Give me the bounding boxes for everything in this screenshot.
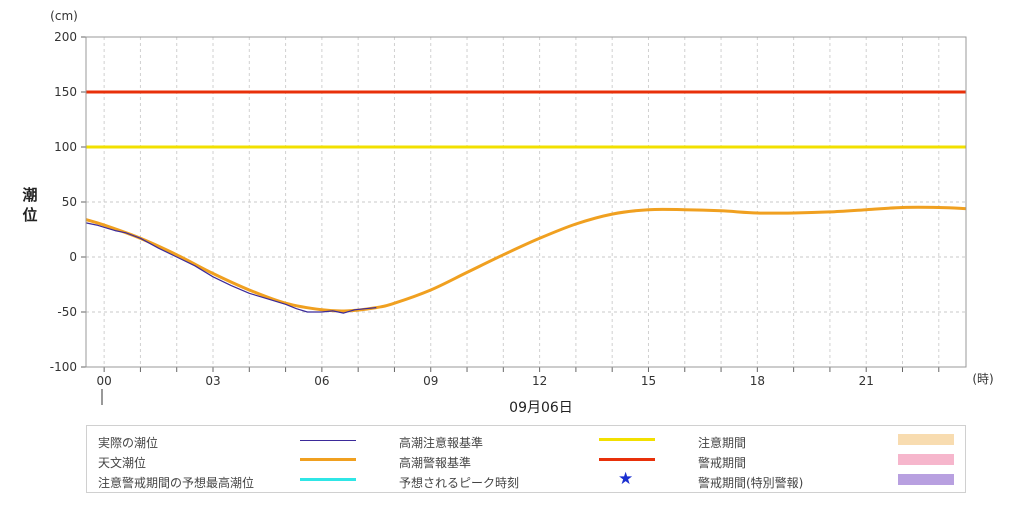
y-tick-label: 0 (69, 250, 77, 264)
astronomical-tide-line (85, 205, 967, 313)
legend-swatch-max-pred (300, 478, 356, 481)
legend-swatch-advisory-period (898, 434, 954, 445)
y-tick-label: -100 (50, 360, 77, 374)
y-tick-label: 150 (54, 85, 77, 99)
x-tick-label: 21 (859, 374, 874, 388)
legend-swatch-special-period (898, 474, 954, 485)
legend-label-peak-time: 予想されるピーク時刻 (399, 476, 520, 490)
x-tick-label: 09 (423, 374, 438, 388)
legend-label-warning-period: 警戒期間 (698, 456, 747, 470)
y-axis-title-char-2: 位 (22, 206, 37, 224)
y-axis-title-char-1: 潮 (22, 186, 37, 204)
legend-label-max-pred: 注意警戒期間の予想最高潮位 (98, 476, 255, 490)
y-tick-label: 200 (54, 30, 77, 44)
legend: 実際の潮位 天文潮位 注意警戒期間の予想最高潮位 高潮注意報基準 高潮警報基準 … (86, 425, 966, 493)
legend-label-advisory-std: 高潮注意報基準 (399, 436, 484, 450)
legend-swatch-actual (300, 440, 356, 441)
x-tick-label: 15 (641, 374, 656, 388)
date-label: 09月06日 (509, 400, 573, 416)
y-unit-label: (cm) (50, 9, 78, 23)
legend-label-special-period: 警戒期間(特別警報) (698, 476, 804, 490)
x-ticks: 00 03 06 09 12 15 18 21 (97, 367, 940, 388)
legend-swatch-warning-period (898, 454, 954, 465)
peak-star-icon: ★ (618, 469, 634, 489)
x-tick-label: 18 (750, 374, 765, 388)
y-tick-label: 100 (54, 140, 77, 154)
legend-swatch-astro (300, 458, 356, 461)
legend-swatch-advisory-std (599, 438, 655, 441)
x-unit-label: (時) (972, 372, 993, 386)
plot-frame (85, 36, 967, 368)
legend-label-warning-std: 高潮警報基準 (399, 456, 472, 470)
legend-label-astro: 天文潮位 (98, 456, 147, 470)
tide-chart: (cm) 潮 位 200 150 100 50 0 -50 -100 00 03 06 09 12 1… (22, 9, 993, 416)
y-tick-label: 50 (62, 195, 77, 209)
x-tick-label: 06 (314, 374, 329, 388)
x-tick-label: 12 (532, 374, 547, 388)
x-tick-label: 03 (205, 374, 220, 388)
legend-label-actual: 実際の潮位 (98, 436, 159, 450)
series-lines (85, 90, 967, 314)
observed-tide-line (85, 222, 377, 314)
legend-label-advisory-period: 注意期間 (698, 436, 747, 450)
x-tick-label: 00 (97, 374, 112, 388)
y-ticks: 200 150 100 50 0 -50 -100 (50, 30, 86, 374)
y-tick-label: -50 (57, 305, 77, 319)
legend-swatch-warning-std (599, 458, 655, 461)
grid (86, 36, 966, 368)
